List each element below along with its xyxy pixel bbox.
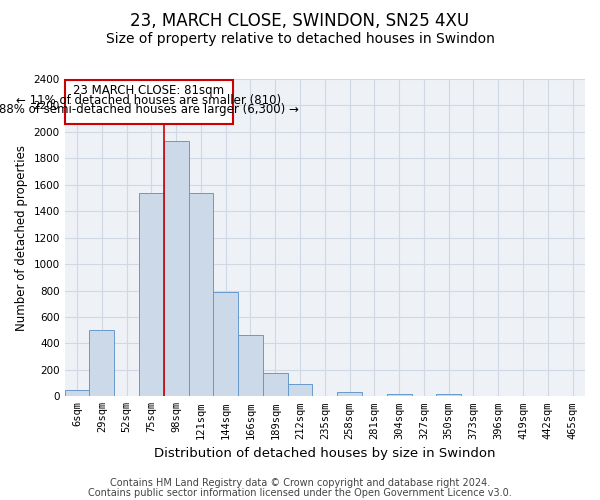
Text: ← 11% of detached houses are smaller (810): ← 11% of detached houses are smaller (81… (16, 94, 281, 106)
Bar (337, 392, 362, 396)
Text: 23, MARCH CLOSE, SWINDON, SN25 4XU: 23, MARCH CLOSE, SWINDON, SN25 4XU (130, 12, 470, 30)
Text: Size of property relative to detached houses in Swindon: Size of property relative to detached ho… (106, 32, 494, 46)
Text: 88% of semi-detached houses are larger (6,300) →: 88% of semi-detached houses are larger (… (0, 103, 299, 116)
Bar (214, 292, 238, 397)
Bar (188, 192, 214, 396)
Bar (89, 330, 114, 396)
Bar (164, 141, 188, 397)
FancyBboxPatch shape (65, 80, 233, 124)
Text: Contains public sector information licensed under the Open Government Licence v3: Contains public sector information licen… (88, 488, 512, 498)
Bar (139, 192, 164, 396)
Bar (65, 390, 89, 396)
X-axis label: Distribution of detached houses by size in Swindon: Distribution of detached houses by size … (154, 447, 496, 460)
Bar (263, 373, 287, 396)
Text: 23 MARCH CLOSE: 81sqm: 23 MARCH CLOSE: 81sqm (73, 84, 224, 98)
Bar (387, 394, 412, 396)
Bar (436, 394, 461, 396)
Text: Contains HM Land Registry data © Crown copyright and database right 2024.: Contains HM Land Registry data © Crown c… (110, 478, 490, 488)
Bar (287, 384, 313, 396)
Y-axis label: Number of detached properties: Number of detached properties (15, 144, 28, 330)
Bar (238, 336, 263, 396)
